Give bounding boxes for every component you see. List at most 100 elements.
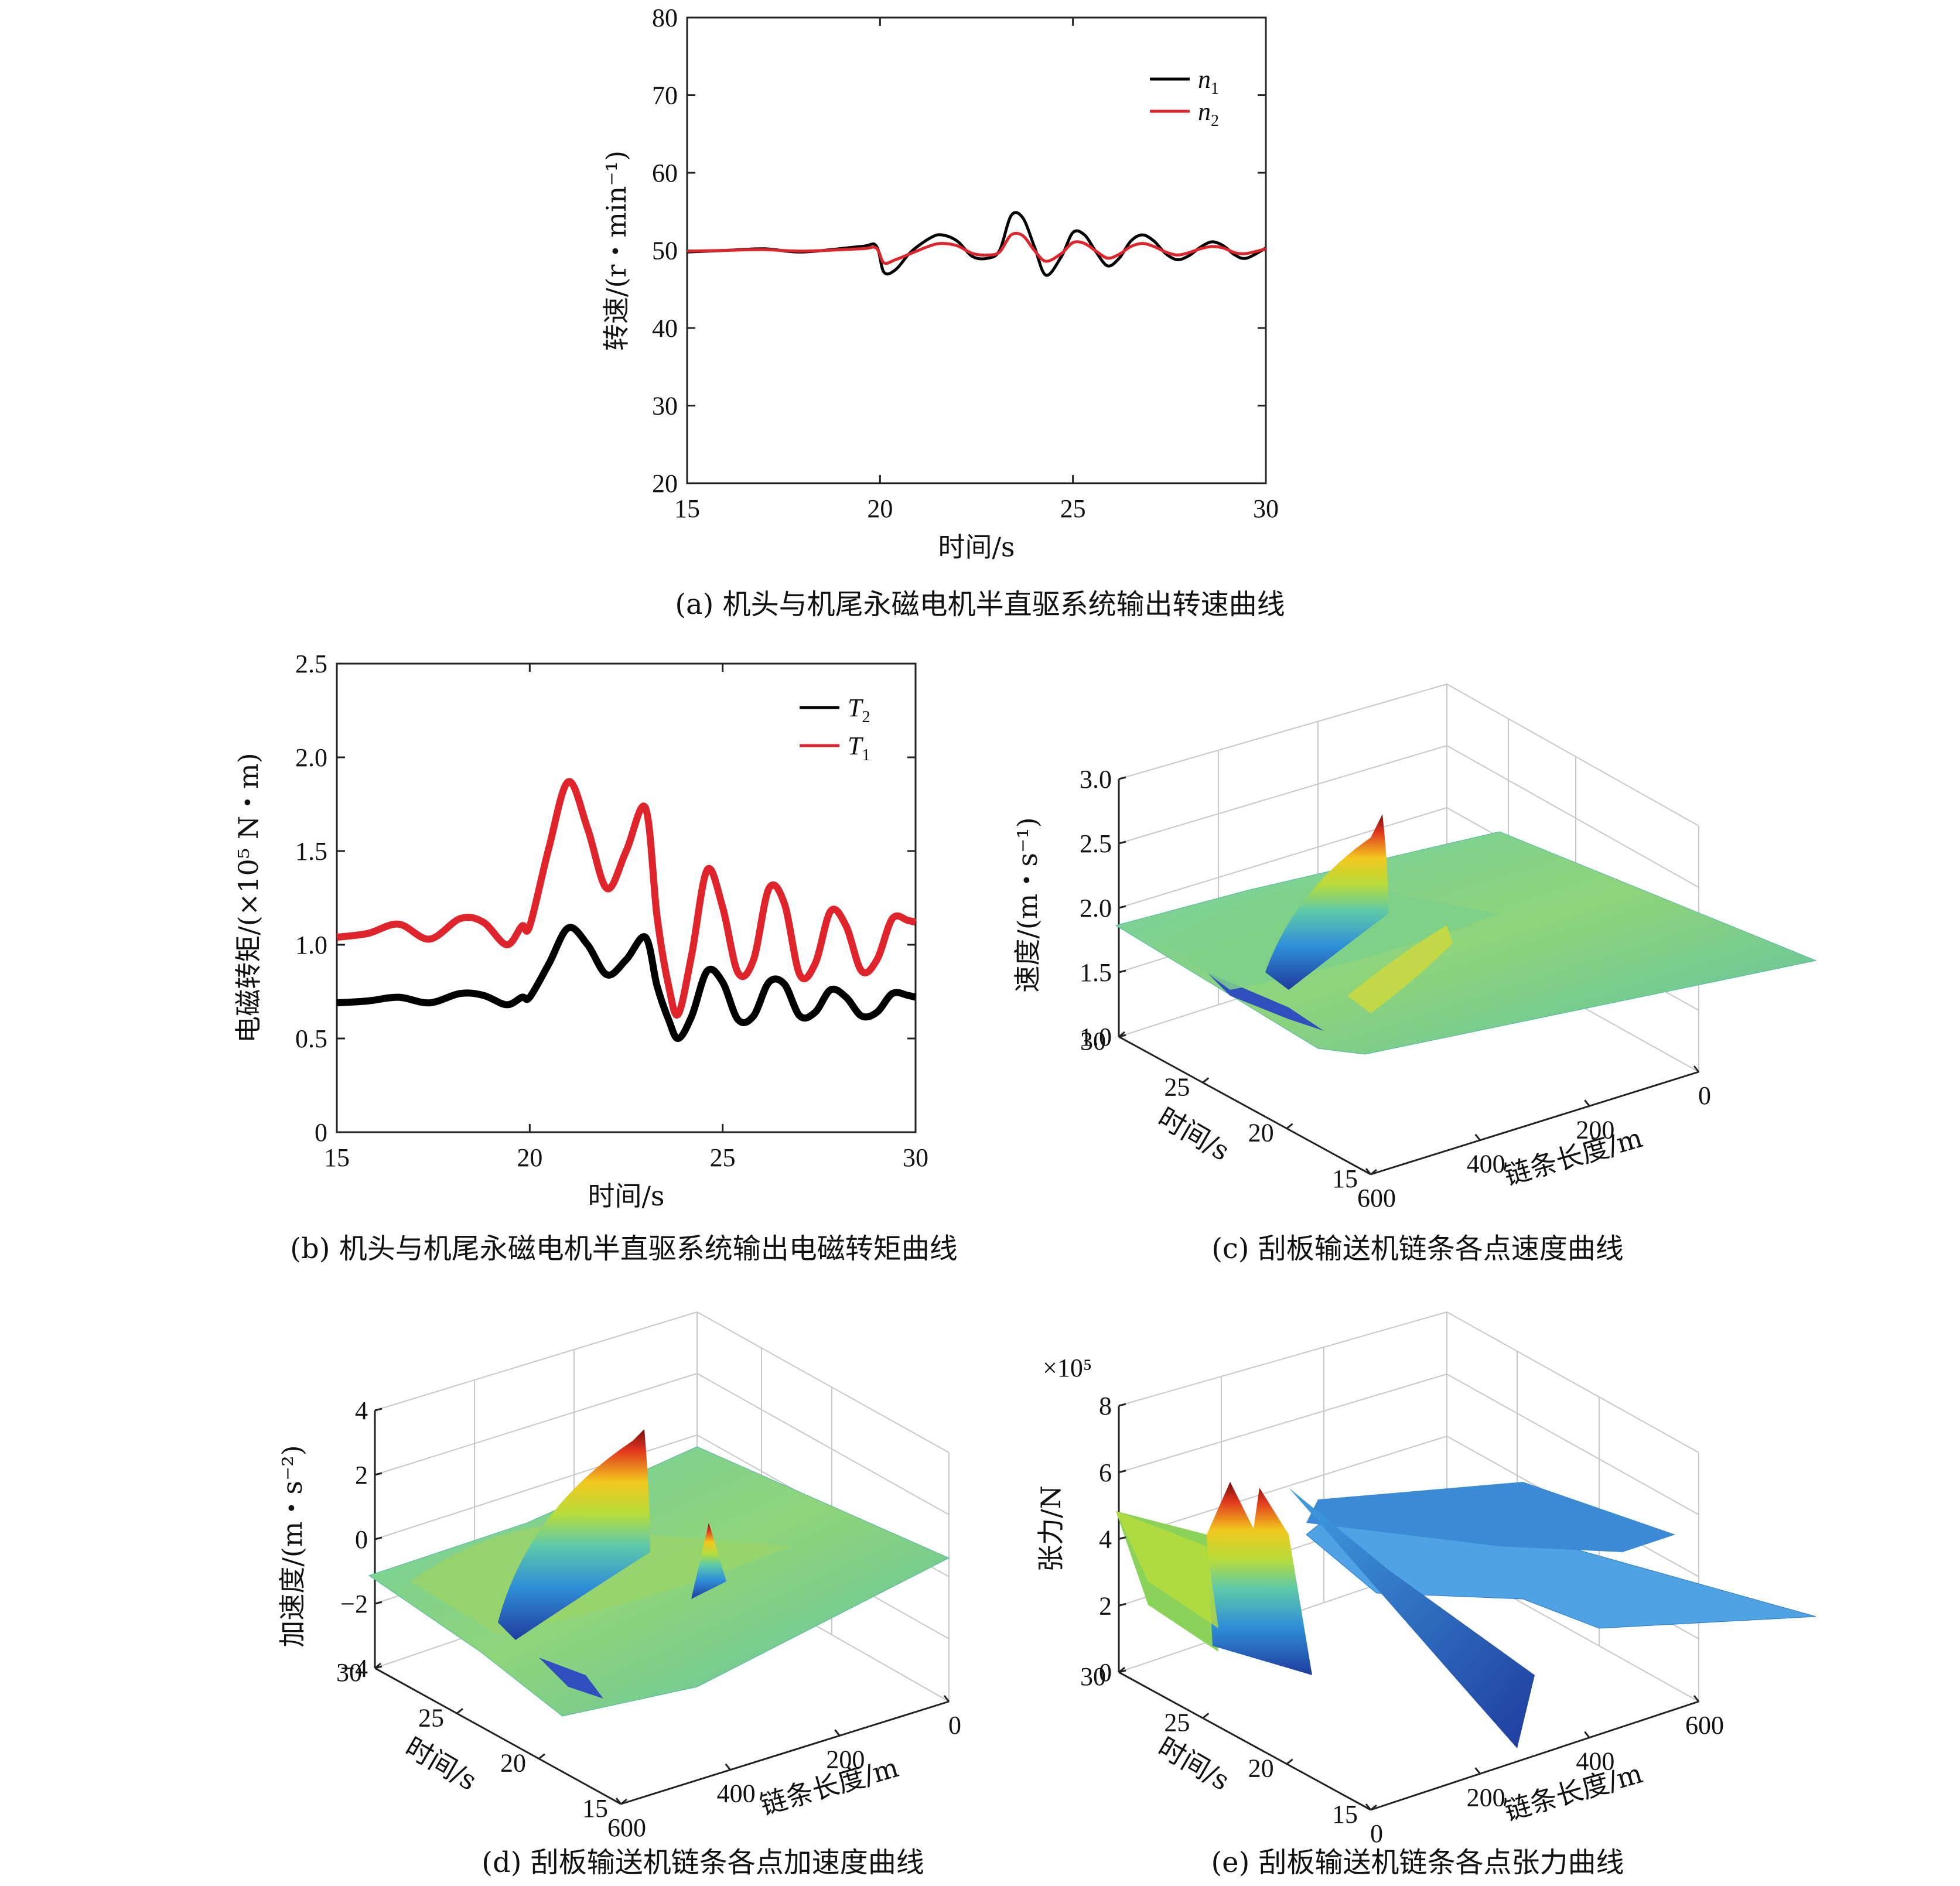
y-axis-label-a: 转速/(r・min⁻¹) [600,151,632,351]
z-tick-label: 2 [1099,1591,1112,1620]
length-tick-label: 400 [1576,1747,1614,1776]
series-line-n2 [687,231,1266,265]
caption-a: (a) 机头与机尾永磁电机半直驱系统输出转速曲线 [675,588,1285,621]
z-tick-mark [374,1536,383,1540]
y-tick-label: 1.5 [295,837,327,866]
length-tick-mark [1365,1168,1372,1175]
surface-trough-d [539,1658,603,1699]
y-tick-label: 0.5 [295,1024,327,1053]
surface-base-c [1115,831,1817,1055]
y-tick-label: 2.5 [295,650,327,678]
length-tick-label: 0 [948,1711,961,1740]
time-tick-label: 30 [1080,1662,1106,1691]
length-tick-label: 600 [1685,1711,1724,1740]
time-tick-mark [1118,1031,1125,1038]
z-tick-mark [1118,969,1126,973]
time-tick-mark [1370,1168,1377,1176]
length-tick-mark [834,1729,841,1737]
z-tick-label: 6 [1099,1458,1112,1487]
length-tick-mark [1474,1133,1481,1141]
time-tick-label: 20 [500,1749,526,1778]
time-tick-label: 15 [582,1794,608,1823]
surface-peak-c [1265,814,1388,990]
x-tick-label: 15 [674,494,700,523]
time-tick-mark [1202,1713,1210,1719]
time-tick-mark [538,1753,545,1759]
y-tick-label: 40 [652,314,678,343]
legend-label-n1: n1 [1198,65,1219,98]
y-tick-label: 50 [652,237,678,265]
ticks-b: 15 20 25 30 0 0.5 1.0 1.5 2.0 2.5 [295,650,928,1172]
caption-e: (e) 刮板输送机链条各点张力曲线 [1211,1846,1624,1879]
z-tick-label: −4 [340,1654,368,1683]
surface-e [1116,1482,1816,1748]
z-tick-mark [1118,1403,1126,1407]
y-tick-label: 2.0 [295,743,327,772]
z-tick-mark [1118,1470,1126,1474]
time-tick-label: 25 [1164,1072,1190,1101]
y-tick-label: 60 [652,159,678,187]
z-tick-mark [374,1472,383,1476]
time-axis-label-c: 时间/s [1153,1101,1235,1167]
caption-c: (c) 刮板输送机链条各点速度曲线 [1211,1232,1624,1265]
x-tick-label: 25 [710,1143,736,1172]
z-tick-label: 4 [355,1396,368,1425]
surface-wall-e [1306,1482,1675,1552]
z-scale-label-e: ×10⁵ [1043,1354,1092,1382]
length-tick-label: 600 [1357,1184,1396,1212]
length-tick-mark [1693,1065,1700,1072]
time-tick-label: 25 [1164,1708,1190,1737]
x-tick-label: 30 [1253,494,1279,523]
time-tick-mark [1202,1077,1210,1084]
legend-a: n1 n2 [1150,65,1219,130]
y-tick-label: 70 [652,81,678,110]
length-tick-mark [1474,1767,1481,1775]
x-tick-label: 20 [517,1143,542,1172]
z-tick-mark [1118,840,1126,845]
length-tick-label: 600 [607,1813,646,1842]
time-tick-label: 30 [336,1658,362,1687]
axis-length-e [1370,1700,1699,1811]
caption-d: (d) 刮板输送机链条各点加速度曲线 [482,1846,924,1879]
z-tick-mark [1118,1603,1126,1607]
x-tick-label: 20 [867,494,893,523]
time-tick-mark [1118,1666,1125,1673]
z-tick-label: 2 [355,1461,368,1489]
z-tick-mark [1118,905,1126,909]
time-tick-mark [374,1662,381,1669]
z-tick-label: 1.5 [1080,958,1112,987]
length-tick-mark [725,1763,731,1771]
time-tick-label: 30 [1080,1027,1106,1055]
time-tick-label: 15 [1332,1800,1358,1829]
series-lines-a [687,211,1267,277]
y-tick-label: 30 [652,392,678,421]
z-tick-label: 3.0 [1080,765,1112,794]
panel-e: 0 2 4 6 8 30 25 20 15 0 200 400 600 ×10⁵ 张力/N 时间/s 链… [1035,1311,1816,1848]
surface-blade-e [1289,1488,1535,1748]
z-axis-label-c: 速度/(m・s⁻¹) [1012,817,1043,992]
z-tick-mark [1118,1536,1126,1540]
y-tick-label: 20 [652,469,678,498]
surface-d [368,1429,950,1717]
length-tick-label: 0 [1370,1819,1383,1848]
time-tick-mark [456,1708,463,1714]
length-tick-label: 400 [717,1779,756,1808]
ticks-e: 0 2 4 6 8 30 25 20 15 0 200 400 600 [1080,1392,1724,1848]
z-axis-label-e: 张力/N [1035,1485,1067,1572]
series-lines-b [336,778,917,1042]
time-axis-label-d: 时间/s [400,1731,483,1796]
z-tick-label: 4 [1099,1525,1112,1554]
legend-label-T1: T1 [848,732,870,764]
legend-b: T2 T1 [800,693,870,764]
length-tick-label: 200 [1576,1115,1614,1144]
surface-slope-e [1116,1511,1218,1628]
length-axis-label-e: 链条长度/m [1500,1757,1646,1827]
time-axis-label-e: 时间/s [1153,1731,1235,1796]
axis-time-e [1118,1671,1371,1811]
time-tick-label: 25 [418,1703,444,1732]
z-tick-label: 0 [355,1525,368,1554]
surface-spike-d [691,1523,726,1599]
